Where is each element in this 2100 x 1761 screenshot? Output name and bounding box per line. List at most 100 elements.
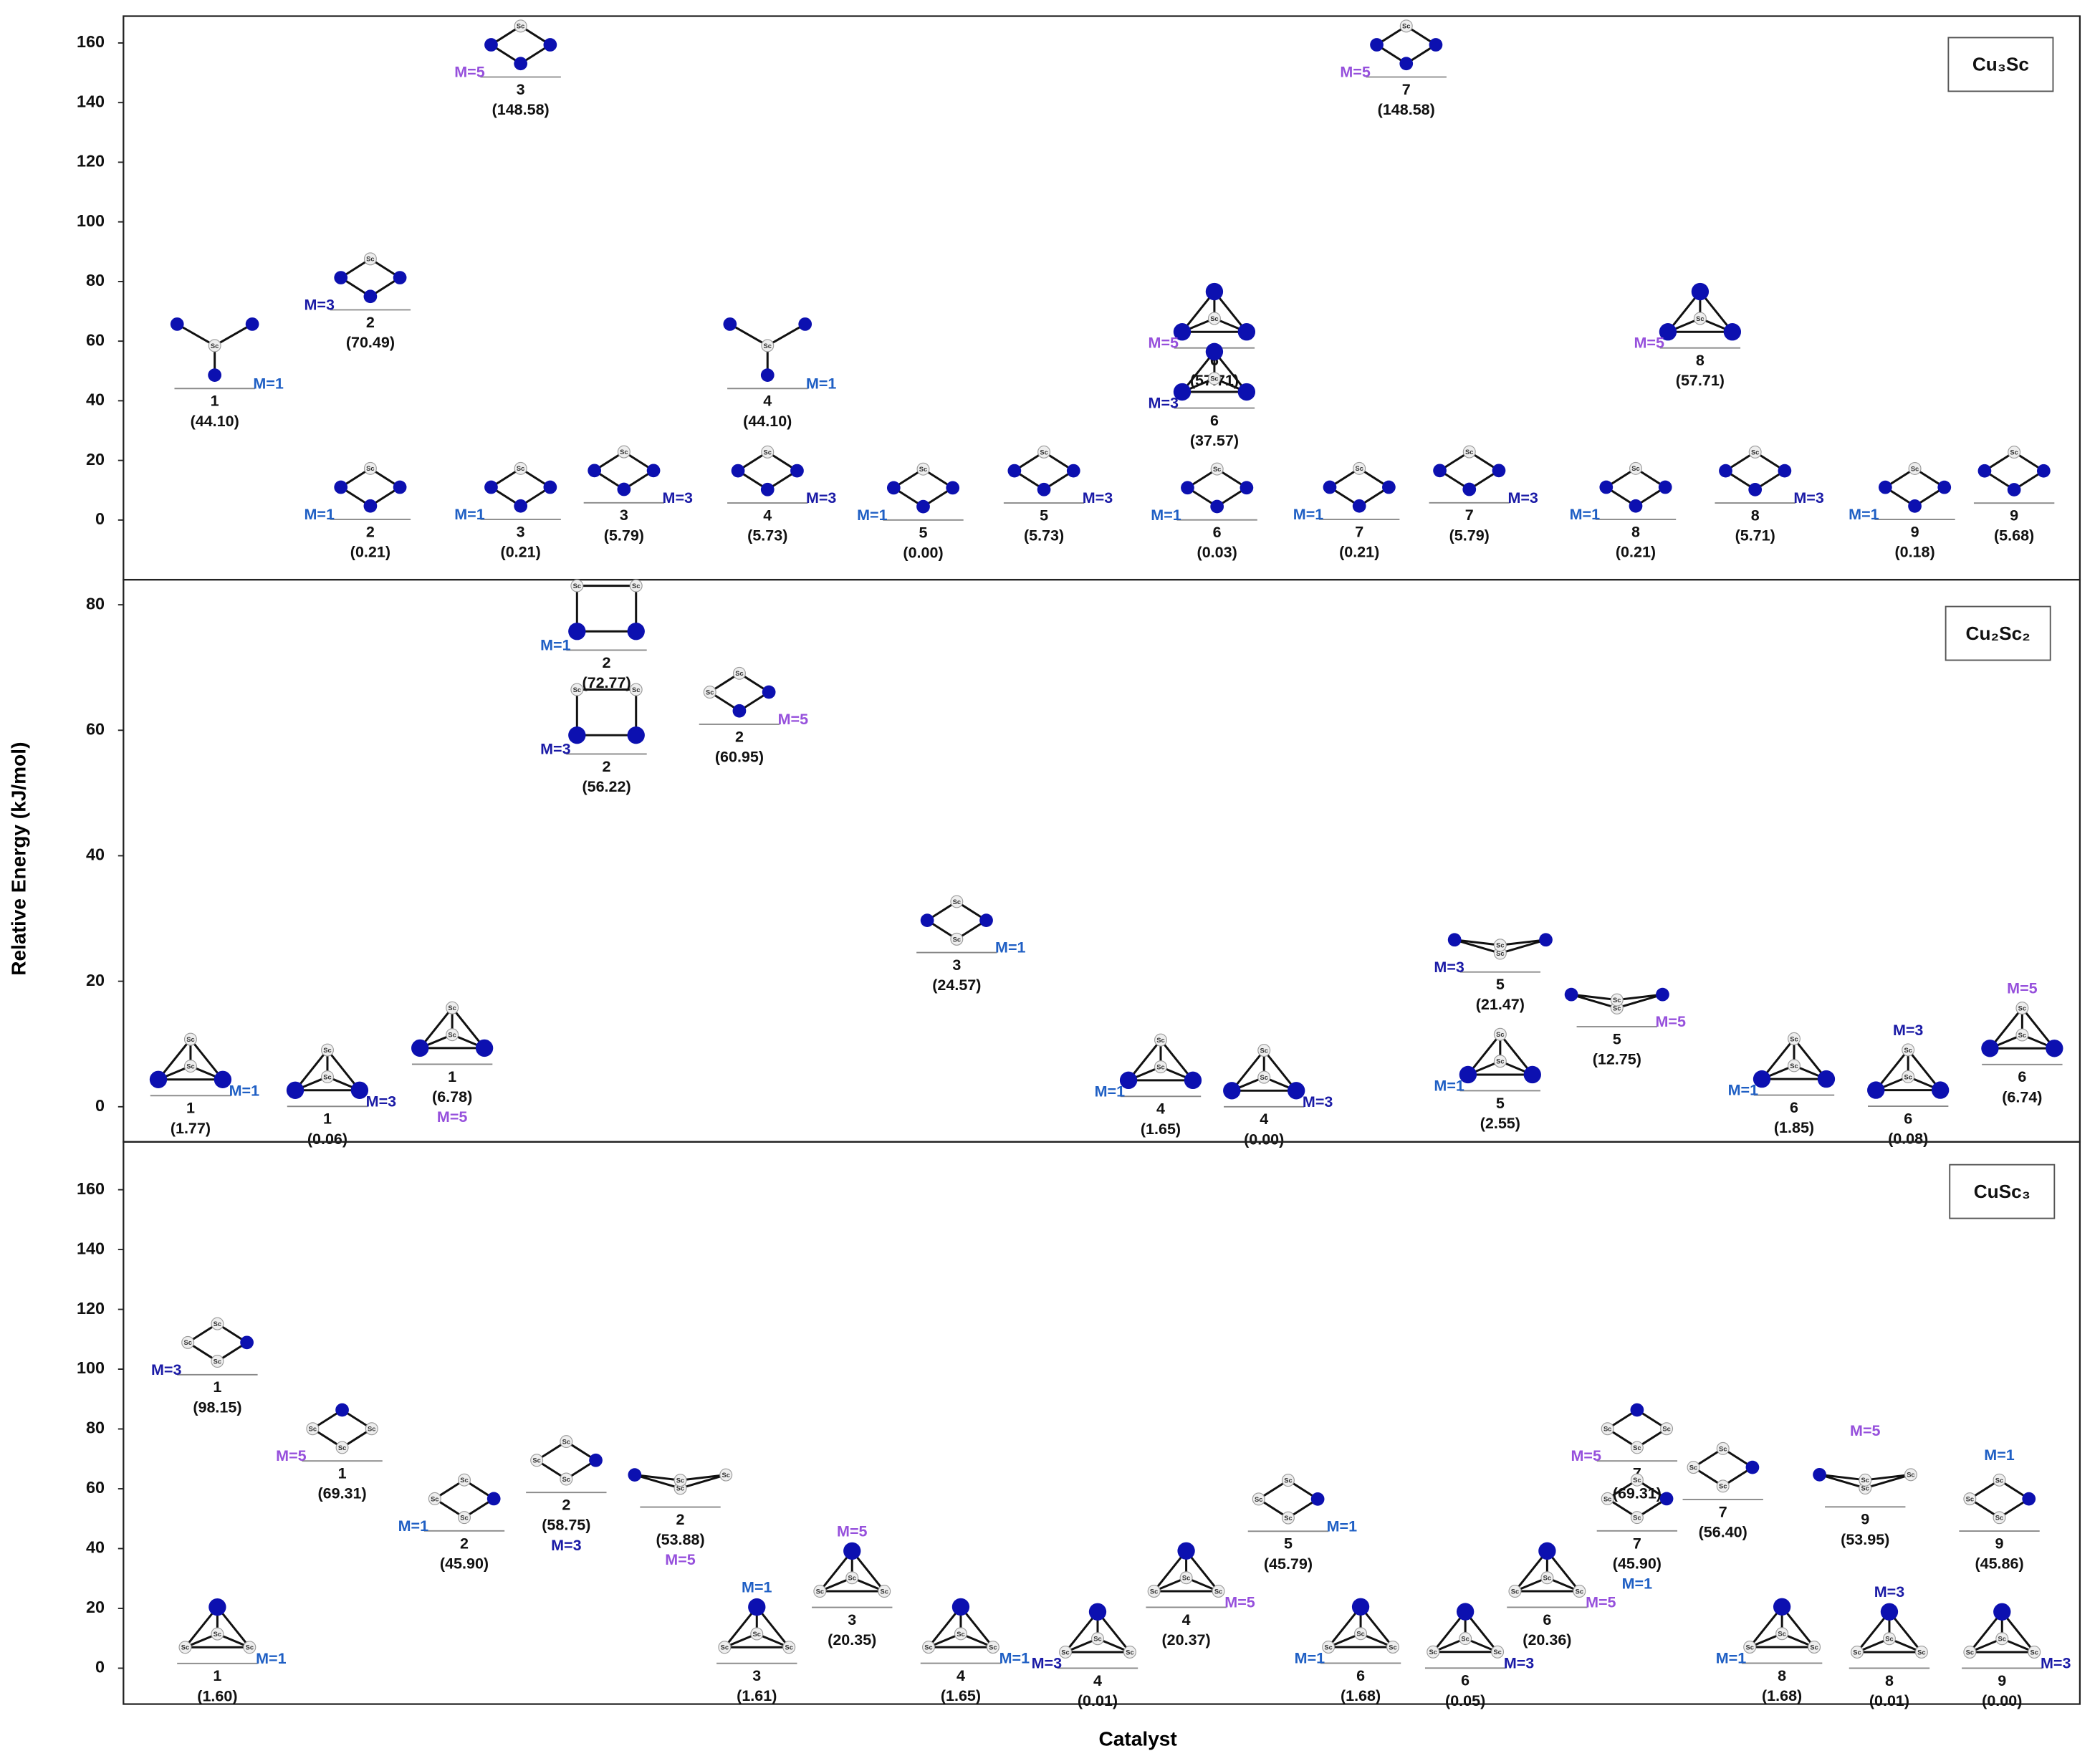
energy-label: (45.90) <box>1613 1555 1662 1572</box>
sc-atom <box>1904 1468 1917 1482</box>
energy-label: (0.21) <box>1616 544 1656 561</box>
sc-atom <box>1281 1474 1295 1487</box>
energy-label: (1.68) <box>1341 1687 1381 1704</box>
atom-label: Sc <box>1633 1444 1641 1451</box>
atom-label: Sc <box>1719 1483 1727 1490</box>
state-id: 3 <box>848 1611 856 1628</box>
cu-atom <box>1223 1082 1241 1100</box>
cu-atom <box>1370 38 1384 52</box>
state-id: 9 <box>2010 507 2018 524</box>
atom-label: Sc <box>1751 448 1759 456</box>
bond <box>1819 1473 1866 1482</box>
sc-atom <box>1212 1584 1225 1598</box>
sc-atom <box>1493 1027 1507 1041</box>
sc-atom <box>514 461 527 475</box>
atom-label: Sc <box>323 1047 331 1054</box>
sc-atom <box>560 1435 573 1449</box>
atom-label: Sc <box>460 1515 468 1522</box>
state-id: 5 <box>1284 1535 1293 1553</box>
state-id: 6 <box>2018 1068 2026 1085</box>
atom-label: Sc <box>1255 1496 1262 1503</box>
state-id: 9 <box>1998 1672 2006 1689</box>
sc-atom <box>320 1043 334 1057</box>
atom-label: Sc <box>214 1320 221 1328</box>
sc-atom <box>719 1468 733 1482</box>
atom-label: Sc <box>1061 1649 1069 1656</box>
sc-atom <box>1630 1511 1644 1525</box>
sc-atom <box>1851 1645 1864 1659</box>
multiplicity-label: M=5 <box>1634 335 1664 352</box>
cu-atom <box>886 481 901 495</box>
cu-atom <box>951 1598 970 1616</box>
atom-label: Sc <box>1613 997 1621 1004</box>
cu-atom <box>646 464 661 478</box>
bond <box>1571 993 1618 1009</box>
multiplicity-label: M=5 <box>454 64 484 81</box>
multiplicity-label: M=3 <box>1083 489 1113 507</box>
energy-label: (0.08) <box>1888 1131 1928 1148</box>
y-tick-label: 100 <box>77 1358 105 1377</box>
sc-atom <box>570 579 584 592</box>
state-id: 8 <box>1885 1672 1894 1689</box>
sc-atom <box>813 1585 827 1598</box>
sc-atom <box>1252 1492 1265 1506</box>
cu-atom <box>334 271 348 284</box>
cu-atom <box>1066 464 1080 478</box>
energy-label: (1.85) <box>1774 1119 1814 1136</box>
cu-atom <box>208 368 222 382</box>
cu-atom <box>1429 38 1443 52</box>
multiplicity-label: M=3 <box>2041 1655 2071 1672</box>
sc-atom <box>1630 1473 1644 1487</box>
bond <box>634 1474 681 1482</box>
sc-atom <box>1207 312 1221 325</box>
sc-atom <box>1059 1645 1073 1659</box>
sc-atom <box>845 1571 859 1585</box>
bond <box>1819 1473 1866 1489</box>
state-id: 7 <box>1402 81 1411 98</box>
atom-label: Sc <box>181 1644 189 1651</box>
cu-atom <box>760 368 775 382</box>
bond <box>1454 939 1501 946</box>
sc-atom <box>1601 1422 1614 1436</box>
sc-atom <box>363 252 377 266</box>
cu-atom <box>1007 464 1022 478</box>
cu-atom <box>568 726 586 744</box>
sc-atom <box>986 1641 999 1654</box>
sc-atom <box>1154 1033 1167 1047</box>
atom-label: Sc <box>517 23 524 30</box>
sc-atom <box>954 1627 967 1641</box>
sc-atom <box>183 1032 197 1046</box>
multiplicity-label: M=3 <box>1149 395 1179 412</box>
multiplicity-label: M=5 <box>778 711 808 728</box>
sc-atom <box>1914 1645 1928 1659</box>
atom-label: Sc <box>1853 1649 1861 1656</box>
atom-label: Sc <box>368 1426 375 1433</box>
multiplicity-label: M=1 <box>1728 1082 1758 1099</box>
cu-atom <box>475 1039 494 1057</box>
multiplicity-label: M=5 <box>2007 980 2037 997</box>
atom-label: Sc <box>1904 1073 1912 1080</box>
multiplicity-label: M=1 <box>398 1517 428 1535</box>
sc-atom <box>750 1627 764 1641</box>
energy-label: (5.73) <box>747 527 787 544</box>
y-tick-label: 60 <box>86 330 105 349</box>
cu-atom <box>1119 1071 1138 1090</box>
state-id: 6 <box>1904 1110 1912 1128</box>
state-id: 6 <box>1213 524 1222 541</box>
sc-atom <box>1427 1645 1440 1659</box>
state-id: 8 <box>1696 352 1705 369</box>
cu-atom <box>1382 480 1396 494</box>
cu-atom <box>1352 499 1366 513</box>
atom-label: Sc <box>1496 1058 1504 1065</box>
state-id: 8 <box>1778 1667 1786 1684</box>
sc-atom <box>211 1627 224 1641</box>
state-id: 7 <box>1355 523 1363 540</box>
sc-atom <box>428 1492 441 1505</box>
y-tick-label: 140 <box>77 1239 105 1257</box>
cu-atom <box>617 482 631 496</box>
sc-atom <box>1882 1632 1896 1646</box>
sc-atom <box>1788 1059 1801 1073</box>
bond <box>1454 939 1501 954</box>
multiplicity-label: M=3 <box>1504 1654 1534 1671</box>
energy-label: (148.58) <box>492 101 550 118</box>
